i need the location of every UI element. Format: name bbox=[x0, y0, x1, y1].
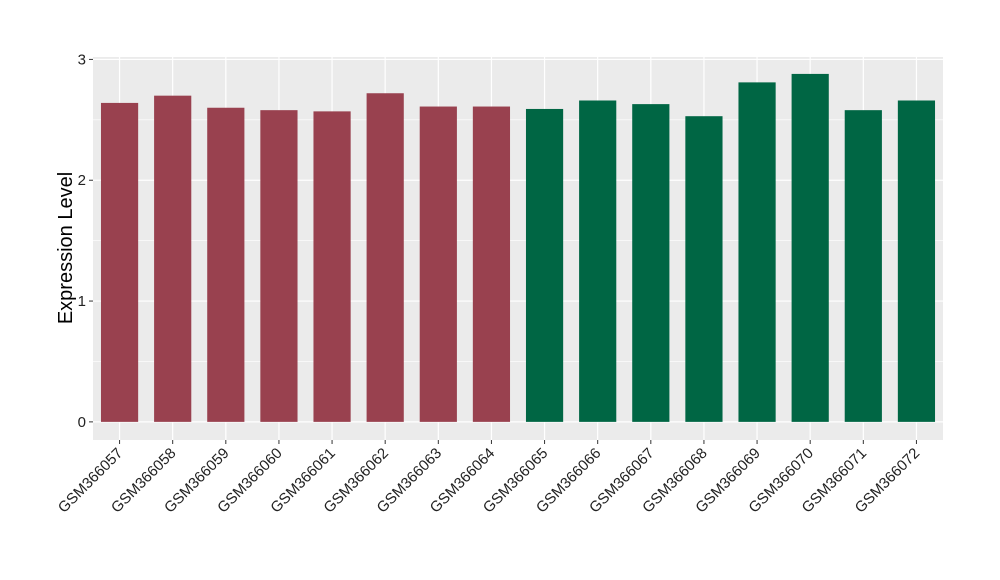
y-axis-title: Expression Level bbox=[55, 172, 77, 324]
y-axis: 0 1 2 3 bbox=[78, 51, 93, 431]
bar-GSM366057 bbox=[100, 102, 139, 422]
bar-GSM366072 bbox=[897, 100, 936, 422]
y-tick-label: 2 bbox=[78, 172, 86, 189]
bar-GSM366071 bbox=[844, 110, 882, 422]
y-tick-label: 3 bbox=[78, 51, 86, 68]
x-axis: GSM366057GSM366058GSM366059GSM366060GSM3… bbox=[55, 440, 923, 516]
bar-GSM366064 bbox=[472, 106, 511, 422]
y-tick-label: 1 bbox=[78, 293, 86, 310]
bar-GSM366059 bbox=[207, 107, 245, 422]
bar-GSM366069 bbox=[738, 82, 776, 422]
bar-GSM366066 bbox=[579, 100, 617, 422]
bar-GSM366063 bbox=[419, 106, 457, 422]
bar-GSM366062 bbox=[366, 93, 404, 422]
bar-GSM366061 bbox=[313, 111, 351, 422]
bar-GSM366068 bbox=[685, 116, 723, 422]
bar-GSM366060 bbox=[260, 110, 298, 422]
bar-GSM366070 bbox=[791, 73, 829, 422]
bar-GSM366058 bbox=[154, 95, 192, 422]
bar-GSM366065 bbox=[525, 108, 564, 422]
bar-GSM366067 bbox=[632, 104, 670, 422]
y-tick-label: 0 bbox=[78, 414, 86, 431]
bars bbox=[100, 73, 936, 422]
